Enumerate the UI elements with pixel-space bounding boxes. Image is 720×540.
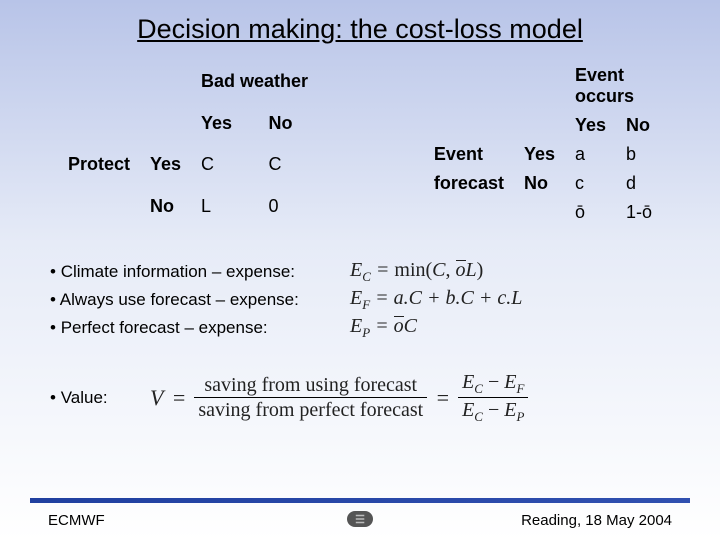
bullet-climate: • Climate information – expense: EC = mi… bbox=[50, 259, 680, 285]
t1-row-header: Protect bbox=[58, 144, 140, 186]
cost-loss-table: Bad weather Yes No Protect Yes C C No L … bbox=[58, 61, 318, 227]
t1-cell-01: C bbox=[259, 144, 319, 186]
footer-divider bbox=[30, 498, 690, 503]
bullet-always: • Always use forecast – expense: EF = a.… bbox=[50, 287, 680, 313]
t2-bottom-0: ō bbox=[565, 198, 616, 227]
bullet-2-label: Perfect forecast – expense: bbox=[61, 318, 268, 337]
t2-row-yes: Yes bbox=[514, 140, 565, 169]
t2-cell-b: b bbox=[616, 140, 662, 169]
t2-colh-2: occurs bbox=[575, 86, 634, 106]
formula-ef: EF = a.C + b.C + c.L bbox=[350, 287, 522, 313]
t1-cell-10: L bbox=[191, 186, 259, 228]
t2-col-yes: Yes bbox=[565, 111, 616, 140]
t2-colh-1: Event bbox=[575, 65, 624, 85]
value-label: Value: bbox=[61, 388, 108, 407]
footer-left: ECMWF bbox=[48, 512, 105, 529]
bullet-1-label: Always use forecast – expense: bbox=[60, 290, 299, 309]
t1-row-yes: Yes bbox=[140, 144, 191, 186]
page-title: Decision making: the cost-loss model bbox=[0, 0, 720, 51]
t2-rowh-1: Event bbox=[434, 144, 483, 164]
bullet-0-label: Climate information – expense: bbox=[61, 262, 295, 281]
t2-rowh-2: forecast bbox=[434, 173, 504, 193]
t1-col-yes: Yes bbox=[191, 103, 259, 145]
tables-row: Bad weather Yes No Protect Yes C C No L … bbox=[0, 51, 720, 227]
footer: ECMWF ☰ Reading, 18 May 2004 bbox=[0, 498, 720, 540]
t1-row-no: No bbox=[140, 186, 191, 228]
value-frac-den: saving from perfect forecast bbox=[194, 397, 427, 421]
t2-bottom-1: 1-ō bbox=[616, 198, 662, 227]
formula-ec: EC = min(C, oL) bbox=[350, 259, 483, 285]
t1-cell-11: 0 bbox=[259, 186, 319, 228]
formula-ep: EP = oC bbox=[350, 315, 417, 341]
t2-cell-d: d bbox=[616, 169, 662, 198]
footer-right: Reading, 18 May 2004 bbox=[521, 512, 672, 529]
t1-col-no: No bbox=[259, 103, 319, 145]
value-frac-num: saving from using forecast bbox=[200, 374, 421, 397]
contingency-table: Event occurs Yes No Event Yes a b foreca… bbox=[424, 61, 662, 227]
t1-col-header: Bad weather bbox=[191, 61, 318, 103]
t2-cell-c: c bbox=[565, 169, 616, 198]
t2-row-no: No bbox=[514, 169, 565, 198]
value-formula: V = saving from using forecast saving fr… bbox=[150, 371, 528, 425]
value-section: • Value: V = saving from using forecast … bbox=[0, 343, 720, 425]
t2-cell-a: a bbox=[565, 140, 616, 169]
ecmwf-logo-icon: ☰ bbox=[347, 511, 373, 527]
bullets-section: • Climate information – expense: EC = mi… bbox=[0, 227, 720, 341]
t1-cell-00: C bbox=[191, 144, 259, 186]
t2-col-no: No bbox=[616, 111, 662, 140]
bullet-perfect: • Perfect forecast – expense: EP = oC bbox=[50, 315, 680, 341]
